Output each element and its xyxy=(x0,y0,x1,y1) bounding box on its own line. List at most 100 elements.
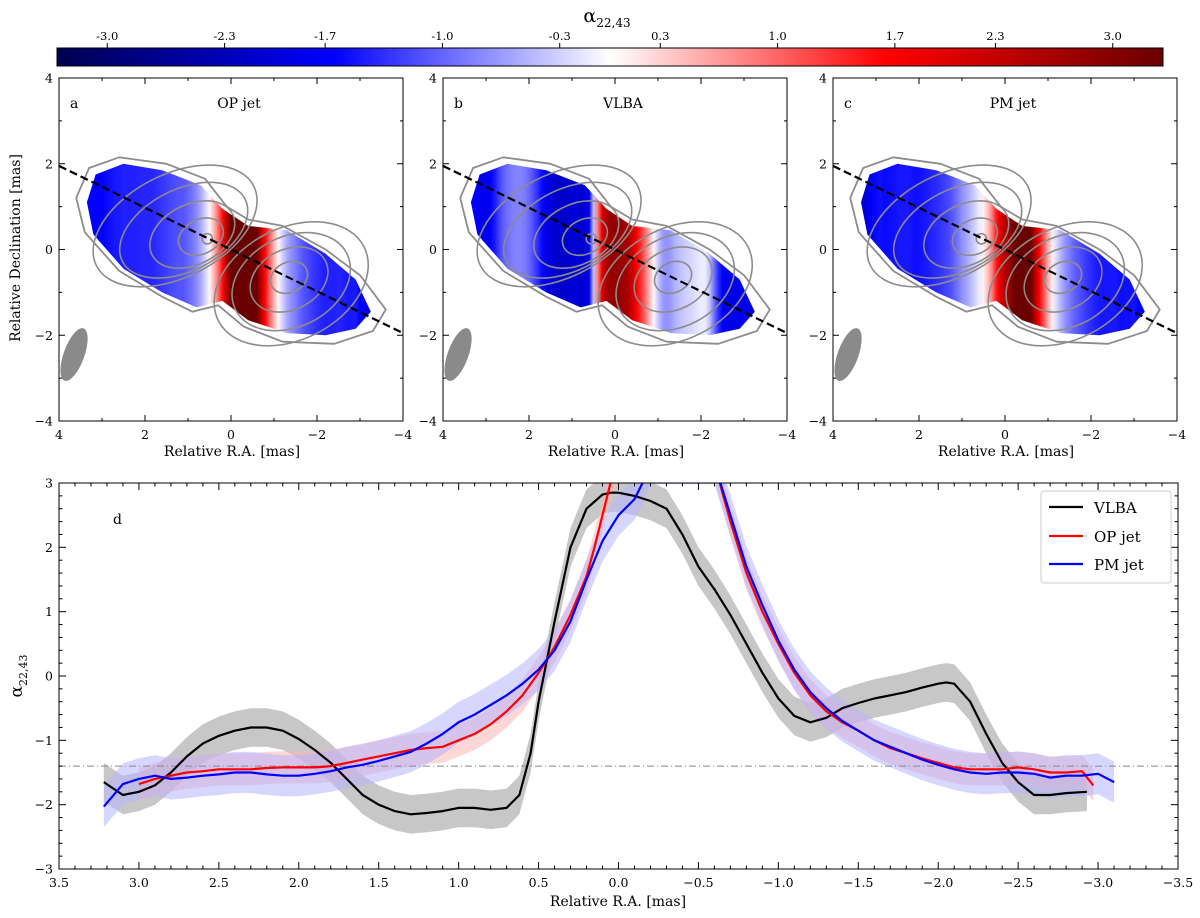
legend-label-pm-jet: PM jet xyxy=(1094,556,1144,574)
profile-xtick-label: 0.0 xyxy=(609,875,629,890)
map-ytick-label: −2 xyxy=(419,328,437,343)
map-ytick-label: 2 xyxy=(819,156,827,171)
colorbar-bar xyxy=(56,47,1164,67)
intensity-contour xyxy=(476,164,642,288)
intensity-contour xyxy=(533,200,620,269)
profile-ylabel-sub: 22,43 xyxy=(17,655,30,687)
intensity-contour xyxy=(615,231,736,332)
profile-ytick-label: −1 xyxy=(35,733,53,748)
map-ytick-label: −2 xyxy=(809,328,827,343)
spectral-index-map xyxy=(861,163,1145,336)
profile-frame xyxy=(58,482,1179,870)
profile-xtick-label: 2.5 xyxy=(209,875,229,890)
profile-xtick-label: 1.0 xyxy=(449,875,469,890)
beam-ellipse xyxy=(834,328,862,381)
map-panel-title: OP jet xyxy=(217,96,261,112)
intensity-contour xyxy=(502,181,633,279)
map-xtick-label: 2 xyxy=(915,427,923,442)
uncertainty-band-pm-jet xyxy=(103,483,1115,828)
profile-ytick-label: 2 xyxy=(45,540,53,555)
map-xlabel-c: Relative R.A. [mas] xyxy=(938,444,1074,460)
profile-xtick-label: −2.5 xyxy=(1003,875,1033,890)
colorbar-ticks: -3.0 -2.3 -1.7 -1.0 -0.3 0.3 1.0 1.7 2.3 3.0 xyxy=(96,29,1122,48)
colorbar-tick-label: -0.3 xyxy=(549,29,571,43)
intensity-contour xyxy=(149,200,236,269)
map-panel-letter: b xyxy=(454,96,463,112)
colorbar-tick-label: -1.0 xyxy=(431,29,453,43)
profile-ytick-label: 3 xyxy=(45,476,53,491)
intensity-contour xyxy=(892,181,1023,279)
intensity-contour xyxy=(585,232,598,245)
legend-label-op-jet: OP jet xyxy=(1094,528,1141,546)
profile-panel-d: 3.5 3.0 2.5 2.0 1.5 1.0 0.5 0.0 −0.5 −1.0 −1.5 −2.0… xyxy=(7,476,1194,911)
series-line-op-jet xyxy=(138,483,1095,787)
beam-ellipse xyxy=(60,328,88,381)
profile-xtick-label: −3.0 xyxy=(1083,875,1113,890)
cut-line xyxy=(443,164,787,335)
intensity-contour xyxy=(975,232,988,245)
map-panel-title: VLBA xyxy=(602,96,644,112)
map-xtick-label: −4 xyxy=(778,427,796,442)
map-xtick-label: 4 xyxy=(439,427,447,442)
map-xtick-label: −2 xyxy=(692,427,710,442)
profile-xtick-label: −0.5 xyxy=(683,875,713,890)
profile-xtick-label: 0.5 xyxy=(529,875,549,890)
intensity-contour-outer xyxy=(75,156,387,345)
legend-label-vlba: VLBA xyxy=(1093,499,1137,517)
legend: VLBA OP jet PM jet xyxy=(1040,490,1172,584)
legend-box xyxy=(1040,490,1172,584)
colorbar-tick-label: 0.3 xyxy=(651,29,669,43)
profile-panel-letter: d xyxy=(113,512,122,528)
intensity-contour-outer xyxy=(849,156,1161,345)
map-ytick-label: −4 xyxy=(809,414,827,429)
intensity-contour xyxy=(1023,246,1103,313)
intensity-contour xyxy=(249,246,329,313)
map-xlabel-a: Relative R.A. [mas] xyxy=(164,444,300,460)
intensity-contour xyxy=(561,217,609,257)
map-ytick-label: 4 xyxy=(819,71,827,86)
colorbar-tick-label: -1.7 xyxy=(314,29,336,43)
intensity-contour xyxy=(118,181,249,279)
cut-line xyxy=(59,164,403,335)
profile-ticks: 3.5 3.0 2.5 2.0 1.5 1.0 0.5 0.0 −0.5 −1.0 −1.5 −2.0… xyxy=(35,476,1194,891)
map-ytick-label: 0 xyxy=(819,242,827,257)
intensity-contour xyxy=(1005,231,1126,332)
colorbar-label: α22,43 xyxy=(583,5,630,30)
cut-line xyxy=(833,164,1177,335)
map-ytick-label: 4 xyxy=(45,71,53,86)
profile-ylabel-main: α xyxy=(7,685,27,697)
profile-xtick-label: 3.0 xyxy=(129,875,149,890)
intensity-contour xyxy=(597,221,754,347)
profile-ytick-label: 0 xyxy=(45,669,53,684)
colorbar-tick-label: 2.3 xyxy=(986,29,1004,43)
map-ytick-label: 2 xyxy=(429,156,437,171)
intensity-contour xyxy=(92,164,258,288)
map-ytick-label: 0 xyxy=(45,242,53,257)
intensity-contour xyxy=(633,246,713,313)
map-xtick-label: −4 xyxy=(1168,427,1186,442)
map-xtick-label: 2 xyxy=(525,427,533,442)
profile-xtick-label: 2.0 xyxy=(289,875,309,890)
profile-uncertainty-bands xyxy=(103,483,1115,834)
map-xtick-label: −2 xyxy=(308,427,326,442)
intensity-contour xyxy=(231,231,352,332)
profile-xtick-label: −1.5 xyxy=(843,875,873,890)
profile-xtick-label: 3.5 xyxy=(49,875,69,890)
map-xtick-label: 0 xyxy=(611,427,619,442)
map-xlabel-b: Relative R.A. [mas] xyxy=(548,444,684,460)
map-ytick-label: −4 xyxy=(419,414,437,429)
intensity-contour xyxy=(1043,260,1083,295)
map-xtick-label: 2 xyxy=(141,427,149,442)
intensity-contour xyxy=(987,221,1144,347)
map-xtick-label: 4 xyxy=(55,427,63,442)
profile-ytick-label: 1 xyxy=(45,604,53,619)
intensity-contour xyxy=(269,260,309,295)
colorbar-label-sub: 22,43 xyxy=(596,16,630,30)
